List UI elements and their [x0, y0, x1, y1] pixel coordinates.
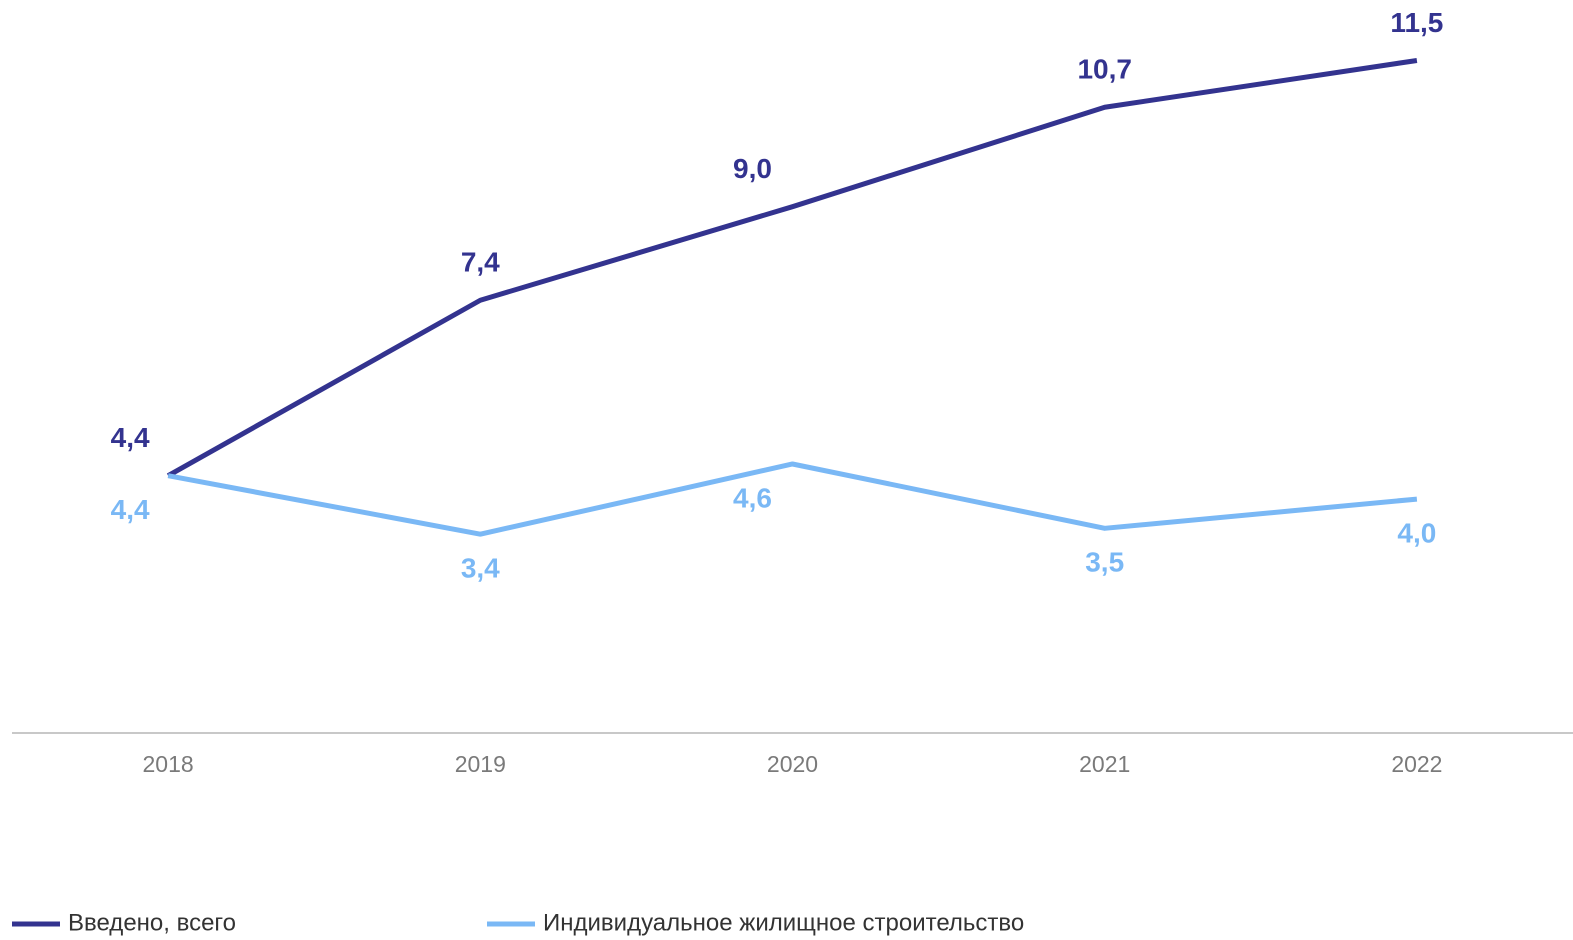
x-tick-label: 2020	[767, 751, 818, 777]
x-tick-label: 2022	[1391, 751, 1442, 777]
data-label: 7,4	[461, 247, 500, 278]
x-tick-label: 2021	[1079, 751, 1130, 777]
legend-label: Индивидуальное жилищное строительство	[543, 909, 1024, 936]
data-label: 4,4	[111, 494, 150, 525]
data-label: 4,6	[733, 482, 772, 513]
data-label: 10,7	[1077, 54, 1132, 85]
x-tick-label: 2018	[143, 751, 194, 777]
data-label: 4,4	[111, 422, 150, 453]
data-label: 3,5	[1085, 547, 1124, 578]
x-tick-label: 2019	[455, 751, 506, 777]
series-line	[167, 461, 1418, 537]
data-label: 4,0	[1397, 517, 1436, 548]
legend-label: Введено, всего	[68, 909, 236, 936]
data-label: 11,5	[1390, 7, 1443, 38]
data-label: 3,4	[461, 553, 500, 584]
series-line	[166, 58, 1418, 478]
data-label: 9,0	[733, 153, 772, 184]
